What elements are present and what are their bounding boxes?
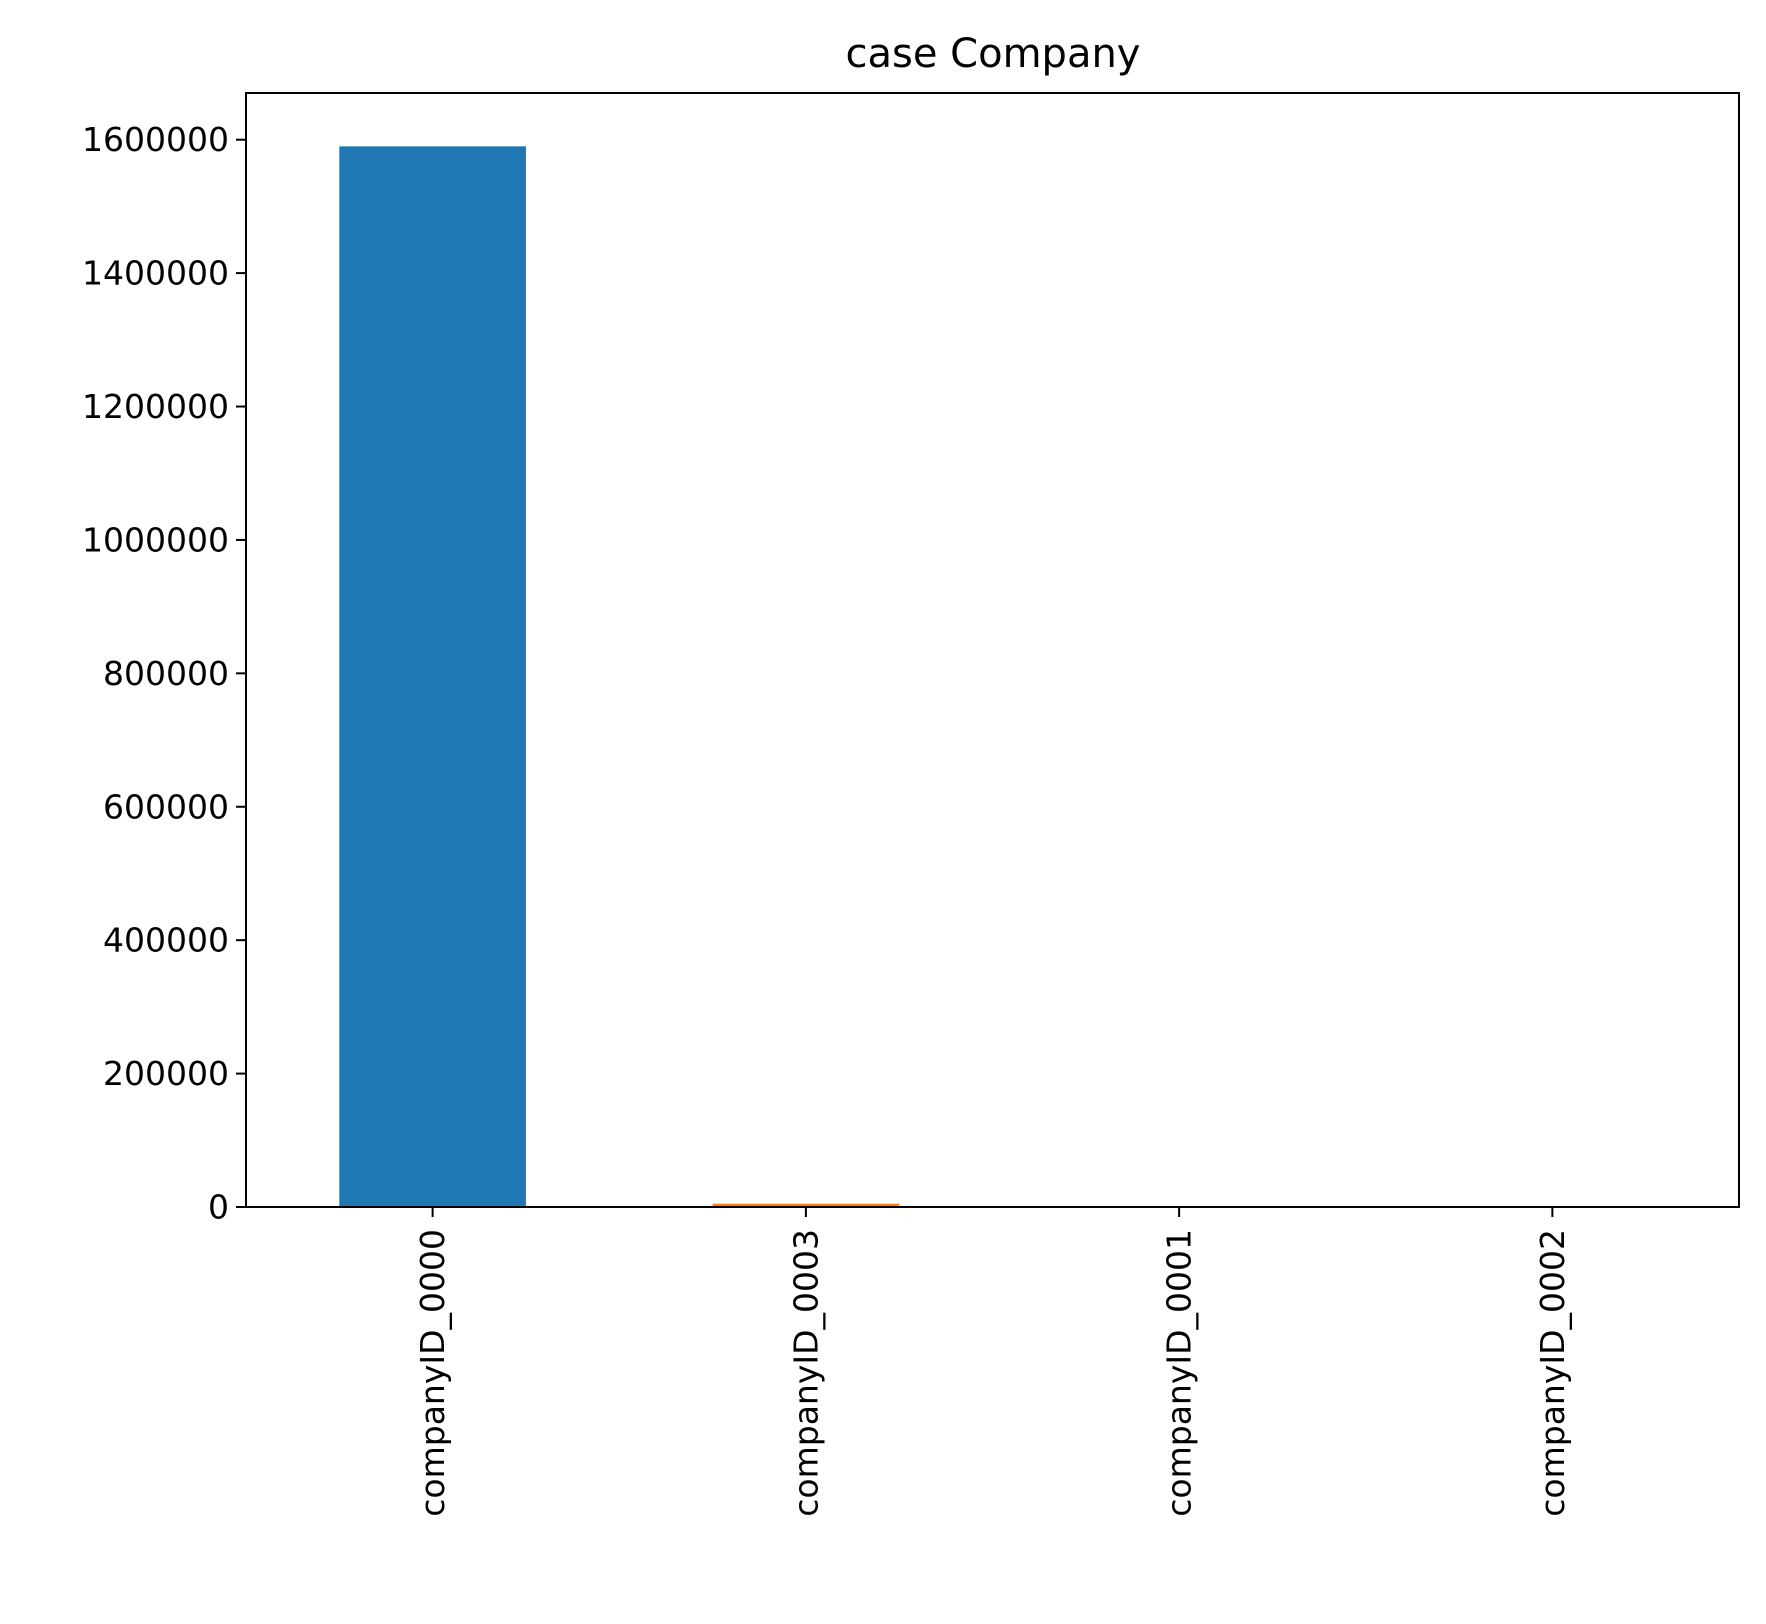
bar-companyID_0000 bbox=[339, 146, 526, 1208]
x-axis: companyID_0000 companyID_0003 companyID_00… bbox=[413, 1207, 1572, 1517]
x-tick-label: companyID_0003 bbox=[786, 1229, 825, 1517]
y-tick-label: 200000 bbox=[103, 1054, 229, 1093]
y-tick-label: 0 bbox=[208, 1188, 229, 1227]
y-tick-label: 600000 bbox=[103, 787, 229, 826]
y-tick-label: 1600000 bbox=[82, 120, 229, 159]
y-tick-label: 1000000 bbox=[82, 520, 229, 559]
y-tick-label: 1200000 bbox=[82, 387, 229, 426]
bar-companyID_0003 bbox=[712, 1203, 900, 1207]
chart-title: case Company bbox=[846, 31, 1141, 77]
y-tick-label: 1400000 bbox=[82, 254, 229, 293]
y-tick-label: 800000 bbox=[103, 654, 229, 693]
x-tick-label: companyID_0001 bbox=[1160, 1229, 1199, 1517]
y-tick-label: 400000 bbox=[103, 921, 229, 960]
x-tick-label: companyID_0002 bbox=[1533, 1229, 1572, 1517]
x-tick-label: companyID_0000 bbox=[413, 1229, 452, 1517]
y-axis: 0 200000 400000 600000 800000 1000000 1200000 1… bbox=[82, 120, 246, 1227]
plot-frame bbox=[245, 92, 1740, 1208]
bars-group bbox=[339, 146, 1646, 1208]
